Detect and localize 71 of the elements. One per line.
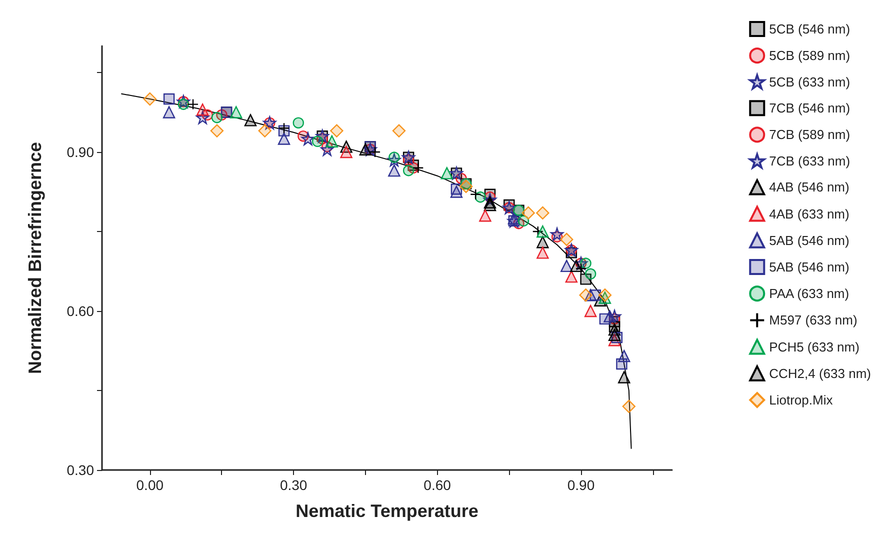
x-tick-label: 0.00 [136,477,164,493]
x-tick-label: 0.30 [280,477,308,493]
point [479,210,492,222]
point [622,400,636,413]
point [330,124,344,138]
point [532,226,544,238]
point [560,260,573,272]
legend-label: 5AB (546 nm) [769,260,850,274]
point [518,215,530,226]
point [163,93,175,105]
point [412,162,424,174]
y-axis-title: Normalized Birrefringernce [25,142,45,374]
point [550,228,564,241]
point [388,164,400,177]
legend-label: 5AB (546 nm) [769,232,850,248]
point [211,112,223,124]
point [210,124,224,138]
point [470,188,482,200]
legend-label: 5CB (546 nm) [769,22,850,36]
line-series [120,93,632,450]
point [278,122,290,134]
point [326,135,338,148]
point [320,142,334,156]
point [579,288,592,302]
point [560,232,574,246]
point [402,164,414,176]
point [143,92,156,106]
point [230,106,242,118]
point [244,114,257,126]
y-tick-label: 0.90 [66,144,94,160]
legend-label: Liotrop.Mix [769,392,834,408]
point [440,167,453,180]
point [522,206,535,220]
legend-label: PCH5 (633 nm) [769,339,860,354]
point [340,146,352,158]
point [301,132,315,146]
legend-label: 5CB (589 nm) [769,48,850,64]
x-tick-label: 0.60 [424,477,452,493]
point [536,246,549,259]
point [584,268,596,280]
point [292,117,304,128]
point [450,184,462,195]
point [258,124,272,138]
y-tick-label: 0.60 [66,303,94,319]
legend-label: 5CB (633 nm) [769,74,850,90]
point [459,180,473,194]
point [616,358,628,370]
legend-label: 7CB (633 nm) [769,153,850,168]
point [196,104,209,116]
point [536,206,550,220]
point [392,124,406,138]
legend-label: 4AB (546 nm) [769,180,850,195]
point [187,98,199,110]
legend-label: PAA (633 nm) [769,286,850,302]
legend-label: 7CB (589 nm) [769,127,850,142]
point [474,191,486,203]
x-axis-title: Nematic Temperature [296,501,478,521]
point [536,236,549,248]
y-tick-label: 0.30 [66,462,94,478]
point [618,371,630,384]
legend-label: 4AB (633 nm) [769,206,850,222]
point [584,304,597,318]
legend-label: CCH2,4 (633 nm) [769,366,872,381]
point [608,328,621,341]
point [484,196,496,208]
point [536,225,549,238]
point [162,106,176,118]
x-tick-label: 0.90 [567,477,595,493]
point [599,313,611,325]
legend-label: M597 (633 nm) [769,312,858,328]
legend-label: 7CB (546 nm) [769,100,850,116]
